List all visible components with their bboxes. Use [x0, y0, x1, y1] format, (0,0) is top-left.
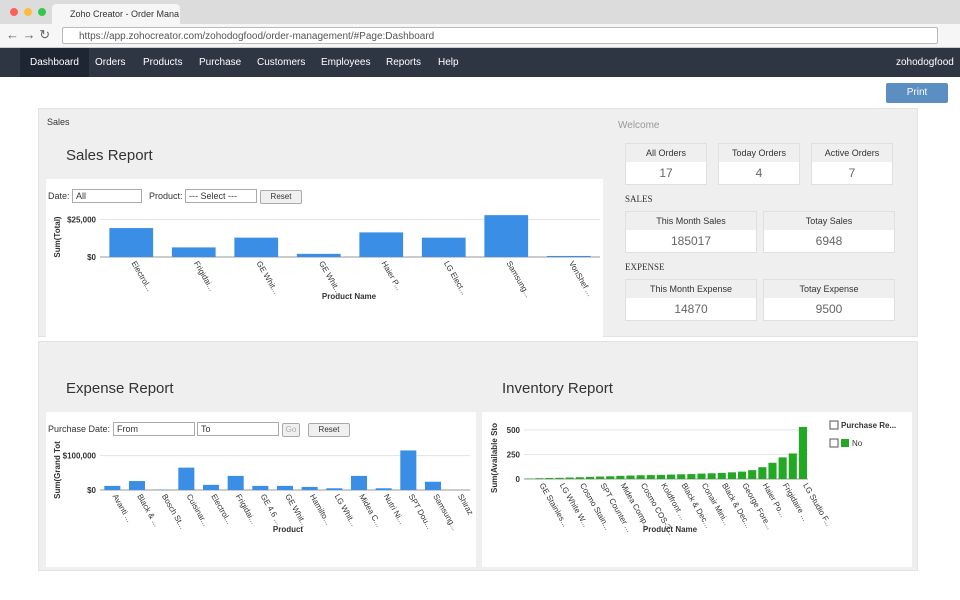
stat-card: Active Orders 7: [811, 143, 893, 185]
stat-card: All Orders 17: [625, 143, 707, 185]
stat-label: This Month Expense: [626, 280, 756, 298]
reset-button[interactable]: Reset: [308, 423, 350, 437]
stat-card: Today Orders 4: [718, 143, 800, 185]
stat-card: This Month Expense 14870: [625, 279, 757, 321]
tab[interactable]: Zoho Creator - Order Mana: [52, 4, 180, 24]
url-bar[interactable]: https://app.zohocreator.com/zohodogfood/…: [62, 27, 938, 44]
sales-heading: SALES: [625, 194, 653, 204]
nav-item[interactable]: Employees: [321, 57, 371, 68]
address-row: ← → ↻ https://app.zohocreator.com/zohodo…: [0, 24, 960, 48]
date-select[interactable]: All: [72, 189, 142, 203]
stat-value: 9500: [815, 302, 843, 316]
filter-label: Date:: [48, 191, 70, 201]
stat-card: Totay Expense 9500: [763, 279, 895, 321]
stat-label: Totay Expense: [764, 280, 894, 298]
go-button[interactable]: Go: [282, 423, 300, 437]
nav-item[interactable]: Help: [438, 57, 459, 68]
stat-value: 6948: [815, 234, 843, 248]
report-title: Expense Report: [66, 380, 174, 397]
stat-label: Active Orders: [812, 144, 892, 162]
nav-item[interactable]: Orders: [95, 57, 126, 68]
nav-item[interactable]: Reports: [386, 57, 422, 68]
stat-value: 7: [848, 166, 856, 180]
report-title: Inventory Report: [502, 380, 613, 397]
stat-value: 185017: [670, 234, 712, 248]
reset-button[interactable]: Reset: [260, 190, 302, 204]
product-select[interactable]: --- Select ---: [185, 189, 257, 203]
section-label: Sales: [47, 117, 70, 127]
min-dot[interactable]: [24, 8, 32, 16]
expense-heading: EXPENSE: [625, 262, 665, 272]
stat-label: This Month Sales: [626, 212, 756, 230]
to-field[interactable]: To: [197, 422, 279, 436]
filter-label: Purchase Date:: [48, 424, 111, 434]
stat-label: Today Orders: [719, 144, 799, 162]
nav-arrows[interactable]: ← → ↻: [6, 27, 51, 42]
tab-bar: Zoho Creator - Order Mana: [0, 0, 960, 24]
print-button[interactable]: Print: [886, 83, 948, 103]
nav-item[interactable]: Products: [143, 57, 183, 68]
inventory-chart-box: [482, 412, 912, 567]
filter-label: Product:: [149, 191, 183, 201]
stat-label: All Orders: [626, 144, 706, 162]
close-dot[interactable]: [10, 8, 18, 16]
stat-value: 17: [659, 166, 673, 180]
sales-chart-box: [46, 179, 603, 367]
from-field[interactable]: From: [113, 422, 195, 436]
stat-card: This Month Sales 185017: [625, 211, 757, 253]
nav-item[interactable]: Customers: [257, 57, 306, 68]
report-title: Sales Report: [66, 147, 153, 164]
stat-value: 14870: [674, 302, 708, 316]
stat-card: Totay Sales 6948: [763, 211, 895, 253]
max-dot[interactable]: [38, 8, 46, 16]
user-name[interactable]: zohodogfood: [896, 57, 954, 68]
nav-bar: Dashboard Orders Products Purchase Customers…: [0, 48, 960, 77]
nav-item[interactable]: Dashboard: [20, 48, 89, 77]
stat-label: Totay Sales: [764, 212, 894, 230]
welcome-title: Welcome: [618, 120, 660, 131]
nav-item[interactable]: Purchase: [199, 57, 242, 68]
stat-value: 4: [755, 166, 763, 180]
